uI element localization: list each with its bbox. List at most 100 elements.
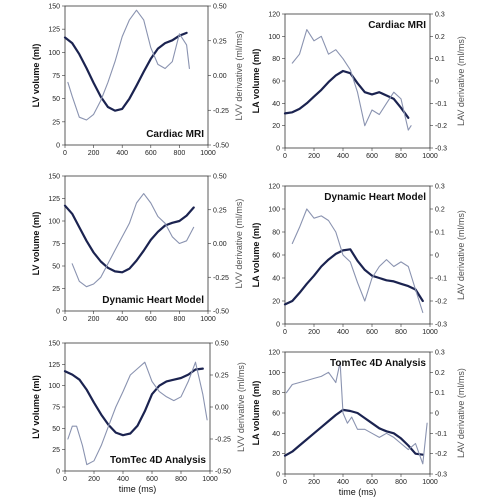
y-tick-label: 25 <box>52 286 60 293</box>
x-tick-label: 600 <box>366 329 378 336</box>
y-tick-label: 100 <box>268 370 280 377</box>
x-tick-label: 1000 <box>422 329 438 336</box>
y2-tick-label: 0.00 <box>213 241 227 248</box>
y2-axis-label: LAV derivative (ml/ms) <box>456 210 466 300</box>
y2-tick-label: -0.25 <box>215 437 231 444</box>
panel-title: Dynamic Heart Model <box>102 295 204 306</box>
panel-5: 0 200 400 600 800 1000 0 25 50 75 100 125 150 -0.50 -0… <box>31 341 246 495</box>
y2-tick-label: -0.2 <box>435 123 447 130</box>
y2-tick-label: -0.3 <box>435 322 447 329</box>
y-tick-label: 150 <box>48 4 60 11</box>
volume-series-line <box>63 204 195 274</box>
y-axis-label: LV volume (ml) <box>31 212 41 276</box>
x-tick-label: 1000 <box>200 150 216 157</box>
derivative-series-line <box>67 9 190 121</box>
x-tick-label: 200 <box>88 476 100 483</box>
y2-tick-label: -0.1 <box>435 431 447 438</box>
volume-series-line <box>63 31 188 112</box>
panel-title: Cardiac MRI <box>146 129 204 140</box>
y-tick-label: 60 <box>272 411 280 418</box>
y-axis-label: LA volume (ml) <box>251 381 261 446</box>
x-tick-label: 0 <box>283 329 287 336</box>
y2-tick-label: -0.2 <box>435 451 447 458</box>
derivative-series-line <box>285 361 428 465</box>
plot-frame <box>284 13 431 149</box>
x-tick-label: 800 <box>174 150 186 157</box>
plot-frame <box>64 342 211 472</box>
y-tick-label: 75 <box>52 405 60 412</box>
y-axis-label: LV volume (ml) <box>31 375 41 439</box>
y-tick-label: 125 <box>48 196 60 203</box>
x-tick-label: 400 <box>337 329 349 336</box>
y2-tick-label: 0.50 <box>213 174 227 181</box>
y-tick-label: 40 <box>272 101 280 108</box>
y2-tick-label: -0.3 <box>435 472 447 479</box>
y-tick-label: 60 <box>272 79 280 86</box>
x-tick-label: 400 <box>337 153 349 160</box>
y-tick-label: 100 <box>48 219 60 226</box>
x-tick-label: 800 <box>395 479 407 486</box>
y-tick-label: 20 <box>272 451 280 458</box>
plot-frame <box>284 185 431 325</box>
y2-tick-label: -0.3 <box>435 146 447 153</box>
panel-1: 0 200 400 600 800 1000 0 25 50 75 100 125 150 -0.50 -0… <box>31 4 244 158</box>
x-tick-label: 200 <box>308 329 320 336</box>
y2-tick-label: 0.25 <box>213 38 227 45</box>
y2-tick-label: 0.2 <box>435 207 445 214</box>
y-tick-label: 100 <box>268 34 280 41</box>
panel-6: 0 200 400 600 800 1000 0 20 40 60 80 100 120 -0.3 -0.2… <box>251 350 466 498</box>
derivative-series-line <box>67 361 208 466</box>
y-tick-label: 80 <box>272 230 280 237</box>
y2-axis-label: LAV derivative (ml/ms) <box>456 36 466 126</box>
x-tick-label: 0 <box>63 316 67 323</box>
x-tick-label: 0 <box>63 476 67 483</box>
panel-4: 0 200 400 600 800 1000 0 20 40 60 80 100 120 -0.3 -0.2… <box>251 184 466 337</box>
x-tick-label: 1000 <box>422 479 438 486</box>
y-tick-label: 80 <box>272 390 280 397</box>
y2-tick-label: 0.2 <box>435 370 445 377</box>
x-tick-label: 800 <box>395 153 407 160</box>
x-tick-label: 600 <box>145 150 157 157</box>
y-tick-label: 50 <box>52 264 60 271</box>
x-tick-label: 0 <box>63 150 67 157</box>
y-tick-label: 0 <box>276 472 280 479</box>
y2-tick-label: -0.1 <box>435 276 447 283</box>
derivative-series-line <box>71 193 195 288</box>
x-axis-label: time (ms) <box>119 484 157 494</box>
y-tick-label: 0 <box>56 143 60 150</box>
x-tick-label: 600 <box>145 316 157 323</box>
panel-title: TomTec 4D Analysis <box>110 455 206 466</box>
y2-axis-label: LVV derivative (ml/ms) <box>234 31 244 121</box>
y2-tick-label: 0.00 <box>215 405 229 412</box>
x-tick-label: 200 <box>88 150 100 157</box>
y2-tick-label: -0.50 <box>213 143 229 150</box>
y-tick-label: 0 <box>276 322 280 329</box>
x-tick-label: 800 <box>175 476 187 483</box>
x-tick-label: 200 <box>308 153 320 160</box>
y-tick-label: 125 <box>48 362 60 369</box>
y2-tick-label: 0.50 <box>215 341 229 348</box>
y-tick-label: 120 <box>268 184 280 191</box>
y-tick-label: 0 <box>276 146 280 153</box>
y-tick-label: 80 <box>272 56 280 63</box>
y-tick-label: 125 <box>48 27 60 34</box>
y2-tick-label: 0.1 <box>435 56 445 63</box>
x-axis-label: time (ms) <box>339 487 377 497</box>
y2-tick-label: 0.25 <box>213 207 227 214</box>
y-tick-label: 120 <box>268 350 280 357</box>
x-tick-label: 1000 <box>202 476 218 483</box>
y-tick-label: 75 <box>52 241 60 248</box>
x-tick-label: 1000 <box>200 316 216 323</box>
y-tick-label: 0 <box>56 469 60 476</box>
y-tick-label: 20 <box>272 299 280 306</box>
y2-tick-label: 0.25 <box>215 373 229 380</box>
y2-tick-label: -0.25 <box>213 108 229 115</box>
x-tick-label: 1000 <box>422 153 438 160</box>
y-tick-label: 100 <box>268 207 280 214</box>
y-tick-label: 150 <box>48 341 60 348</box>
y2-tick-label: -0.2 <box>435 299 447 306</box>
y2-tick-label: -0.1 <box>435 101 447 108</box>
panel-title: Dynamic Heart Model <box>324 192 426 203</box>
x-tick-label: 200 <box>308 479 320 486</box>
